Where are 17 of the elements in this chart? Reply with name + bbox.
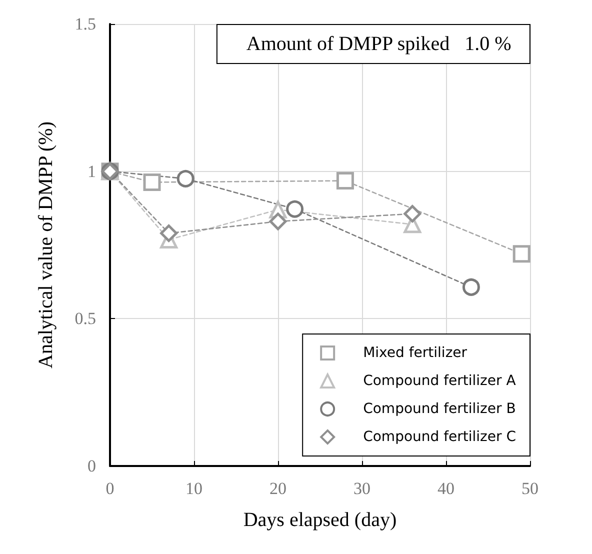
y-tick-label: 1 — [88, 162, 96, 181]
legend-label: Mixed fertilizer — [363, 345, 468, 361]
legend-label: Compound fertilizer B — [363, 401, 516, 417]
x-tick-label: 20 — [270, 479, 286, 498]
y-tick-label: 0 — [88, 456, 96, 476]
legend-label: Compound fertilizer C — [363, 429, 516, 445]
y-tick-label: 1.5 — [74, 14, 96, 34]
x-axis-title: Days elapsed (day) — [243, 509, 397, 531]
x-tick-label: 30 — [354, 479, 370, 498]
y-axis-title: Analytical value of DMPP (%) — [35, 122, 57, 368]
x-tick-label: 40 — [438, 479, 454, 498]
x-tick-label: 0 — [106, 479, 114, 498]
x-tick-label: 50 — [522, 479, 538, 498]
legend-label: Compound fertilizer A — [363, 373, 516, 389]
annotation: Amount of DMPP spiked 1.0 % — [246, 33, 512, 55]
y-tick-label: 0.5 — [74, 309, 96, 328]
x-tick-label: 10 — [186, 479, 202, 498]
